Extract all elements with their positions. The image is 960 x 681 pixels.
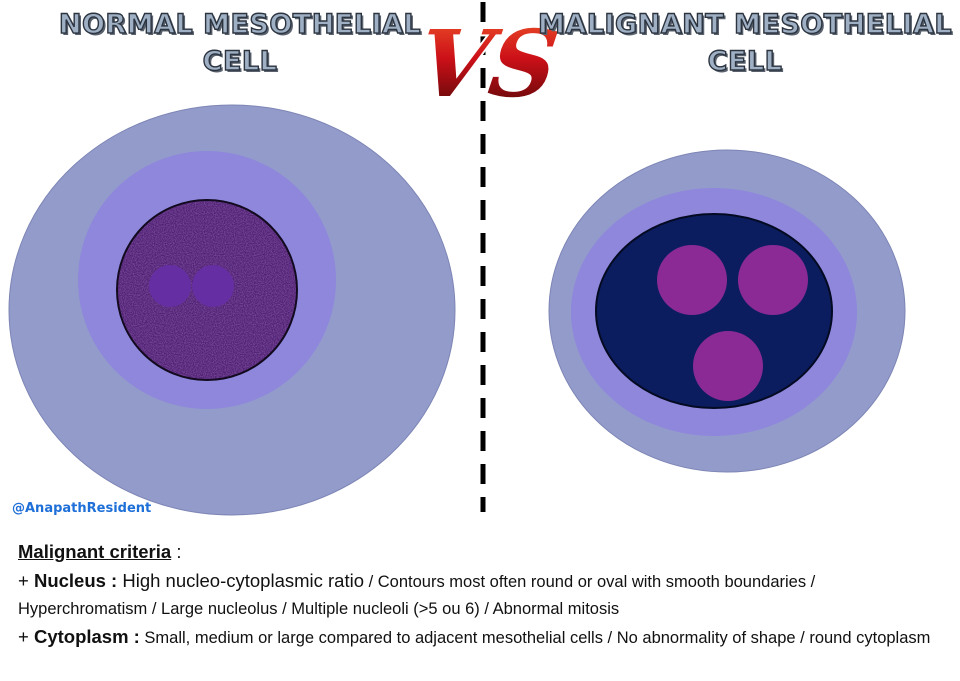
- normal-cell-title-line1: NORMAL MESOTHELIAL: [58, 8, 422, 40]
- malignant-cell-title-line1: MALIGNANT MESOTHELIAL: [537, 8, 953, 40]
- criteria-heading: Malignant criteria: [18, 541, 172, 562]
- normal-cell-title-line2: CELL: [202, 45, 278, 77]
- malignant-cell-title-line2: CELL: [707, 45, 783, 77]
- normal-cell: [8, 104, 456, 516]
- malignant-criteria-block: Malignant criteria : + Nucleus : High nu…: [18, 538, 948, 652]
- malignant-cell-title: MALIGNANT MESOTHELIAL CELL: [535, 6, 955, 80]
- cytoplasm-text: Small, medium or large compared to adjac…: [139, 629, 931, 647]
- nucleus-term: Nucleus :: [33, 570, 118, 591]
- normal-cell-title: NORMAL MESOTHELIAL CELL: [30, 6, 450, 80]
- nucleus-prefix: +: [18, 570, 34, 591]
- nucleus-text: / Contours most often round or oval with…: [18, 573, 816, 618]
- nucleus-lead: High nucleo-cytoplasmic ratio: [117, 570, 365, 591]
- criteria-heading-suffix: :: [171, 541, 182, 562]
- malignant-nucleolus-2: [738, 245, 808, 315]
- criteria-heading-line: Malignant criteria :: [18, 538, 948, 567]
- normal-nucleolus-2: [192, 265, 234, 307]
- cytoplasm-term: Cytoplasm :: [33, 626, 140, 647]
- watermark-handle: @AnapathResident: [12, 501, 152, 516]
- malignant-nucleolus-3: [693, 331, 763, 401]
- malignant-cell: [548, 149, 906, 473]
- malignant-nucleolus-1: [657, 245, 727, 315]
- vs-logo: VS: [412, 9, 565, 117]
- cytoplasm-prefix: +: [18, 626, 34, 647]
- normal-nucleolus-1: [149, 265, 191, 307]
- nucleus-criteria: + Nucleus : High nucleo-cytoplasmic rati…: [18, 567, 948, 623]
- cytoplasm-criteria: + Cytoplasm : Small, medium or large com…: [18, 623, 948, 652]
